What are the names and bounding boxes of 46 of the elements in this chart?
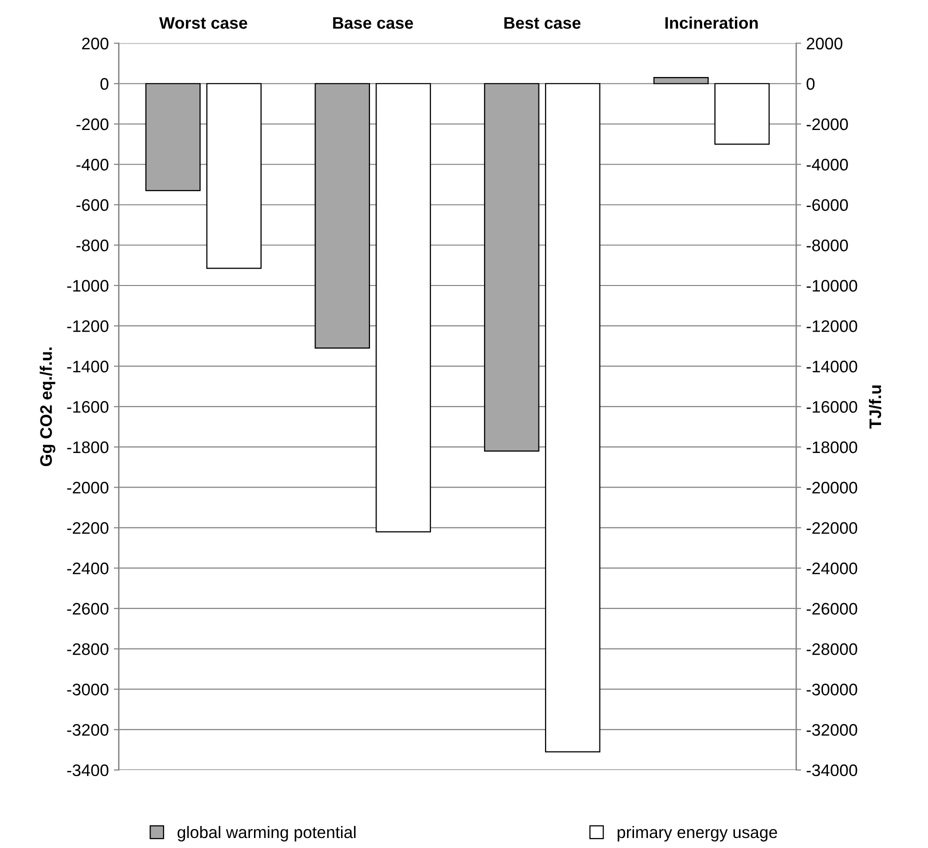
y2-tick-label: 2000	[806, 38, 842, 50]
y2-tick-label: -22000	[806, 522, 858, 534]
y-tick-label: -1400	[67, 360, 108, 372]
legend-label: primary energy usage	[618, 826, 778, 842]
y-tick-label: -600	[76, 199, 108, 211]
y2-tick-label: -28000	[806, 643, 858, 656]
y-tick-label: -200	[76, 118, 108, 130]
y-tick-label: -800	[76, 240, 108, 252]
y-tick-label: -3200	[67, 724, 108, 736]
y2-tick-label: -26000	[806, 602, 858, 615]
y-tick-label: -1800	[67, 441, 108, 454]
y2-tick-label: -32000	[806, 724, 858, 736]
y-tick-label: -3400	[67, 764, 108, 776]
y2-tick-label: -24000	[806, 562, 858, 574]
x-tick-label: Worst case	[159, 17, 248, 29]
y2-tick-label: -12000	[806, 320, 858, 332]
y2-tick-label: 0	[806, 78, 815, 90]
y2-tick-label: -34000	[806, 764, 858, 776]
y2-tick-label: -20000	[806, 482, 858, 494]
x-tick-label: Incineration	[665, 16, 758, 29]
y2-tick-label: -6000	[806, 199, 848, 211]
y-tick-label: -400	[76, 158, 108, 171]
y-tick-label: -1000	[67, 280, 108, 292]
y2-tick-label: -4000	[806, 158, 848, 171]
y-tick-label: 0	[100, 78, 108, 90]
y-tick-label: -2800	[67, 643, 108, 656]
y2-tick-label: -2000	[806, 118, 848, 130]
y2-tick-label: -8000	[806, 240, 848, 252]
x-tick-label: Best case	[504, 17, 581, 29]
y2-axis-title: TJ/f.u	[868, 385, 882, 429]
y2-tick-label: -16000	[806, 401, 858, 413]
y-tick-label: -1200	[67, 320, 108, 332]
y-tick-label: -2600	[67, 602, 108, 615]
y-tick-label: -1600	[67, 401, 108, 413]
y-tick-label: -2400	[67, 562, 108, 574]
y2-tick-label: -14000	[806, 360, 858, 372]
y-tick-label: -3000	[67, 684, 108, 696]
y-tick-label: -2200	[67, 522, 108, 534]
y2-tick-label: -30000	[806, 684, 858, 696]
y2-tick-label: -18000	[806, 441, 858, 454]
x-tick-label: Base case	[333, 17, 414, 29]
y-axis-title: Gg CO2 eq./f.u.	[40, 348, 56, 466]
y-tick-label: 200	[82, 38, 108, 50]
y-tick-label: -2000	[67, 482, 108, 494]
y2-tick-label: -10000	[806, 280, 858, 292]
legend-label: global warming potential	[178, 826, 356, 842]
